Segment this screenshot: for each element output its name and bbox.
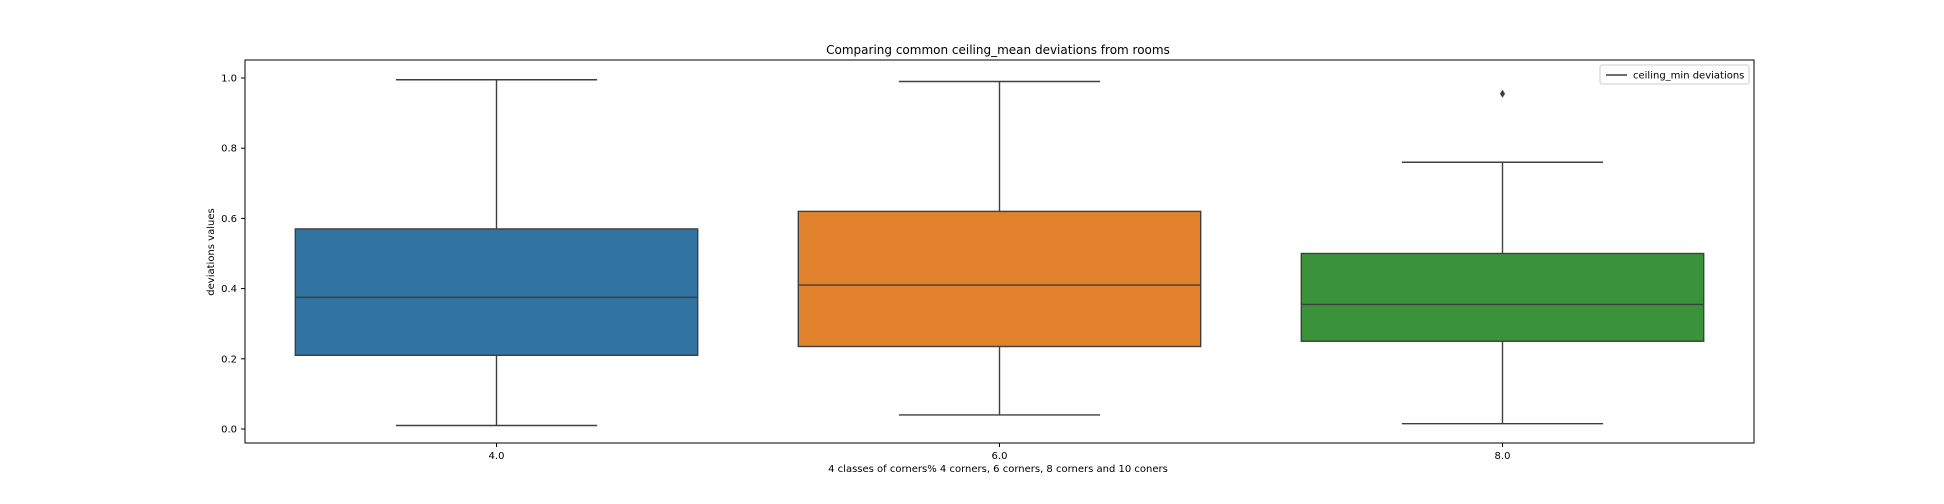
y-tick-label: 0.0 — [221, 425, 237, 436]
outlier-point — [1499, 89, 1506, 98]
chart-title: Comparing common ceiling_mean deviations… — [826, 43, 1170, 57]
iqr-box — [797, 210, 1202, 348]
y-tick-label: 1.0 — [221, 74, 237, 85]
iqr-box — [294, 228, 699, 356]
y-tick-label: 0.6 — [221, 214, 237, 225]
y-axis-label: deviations values — [206, 208, 217, 295]
boxes — [294, 79, 1705, 427]
box-group-6.0 — [797, 80, 1202, 416]
iqr-box — [1300, 252, 1705, 342]
legend: ceiling_min deviations — [1599, 64, 1750, 85]
box-group-8.0 — [1300, 89, 1705, 425]
x-axis-label: 4 classes of corners% 4 corners, 6 corne… — [828, 464, 1168, 475]
x-tick-label: 8.0 — [1495, 451, 1511, 462]
x-tick-label: 6.0 — [992, 451, 1008, 462]
box-group-4.0 — [294, 79, 699, 427]
x-tick-label: 4.0 — [489, 451, 505, 462]
y-tick-label: 0.4 — [221, 284, 237, 295]
y-tick-label: 0.2 — [221, 354, 237, 365]
legend-box — [1599, 64, 1750, 85]
legend-label: ceiling_min deviations — [1633, 71, 1744, 82]
y-axis: 0.0 0.2 0.4 0.6 0.8 1.0 — [221, 74, 245, 436]
y-tick-label: 0.8 — [221, 144, 237, 155]
x-axis: 4.0 6.0 8.0 — [489, 443, 1511, 462]
